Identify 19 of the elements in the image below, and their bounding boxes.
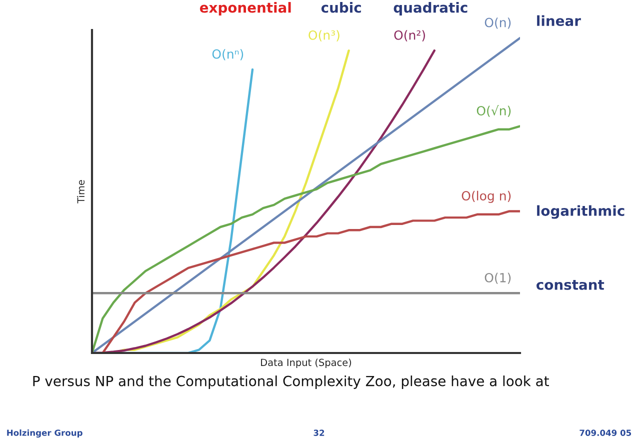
text: P versus NP and the Computational Complexity Zoo, please have a look at [33,376,549,389]
series-label: O(nⁿ) [212,49,244,60]
series-label: O(n²) [394,30,425,42]
y-axis-title: Time [77,180,85,204]
series-label: O(√n) [476,105,511,117]
x-axis-title: Data Input (Space) [261,358,352,368]
text: logarithmic [537,205,624,219]
text: cubic [321,2,361,13]
text: Holzinger Group [7,429,82,438]
text: exponential [200,2,291,16]
text: 709.049 05 [580,430,632,436]
series-label: O(1) [484,272,511,284]
series-label: O(n) [484,18,511,29]
text: constant [536,280,604,290]
series-label: O(log n) [462,190,511,203]
series-label: O(n³) [308,30,340,42]
text: 32 [314,430,324,436]
text: quadratic [394,2,468,16]
text: linear [537,15,581,26]
